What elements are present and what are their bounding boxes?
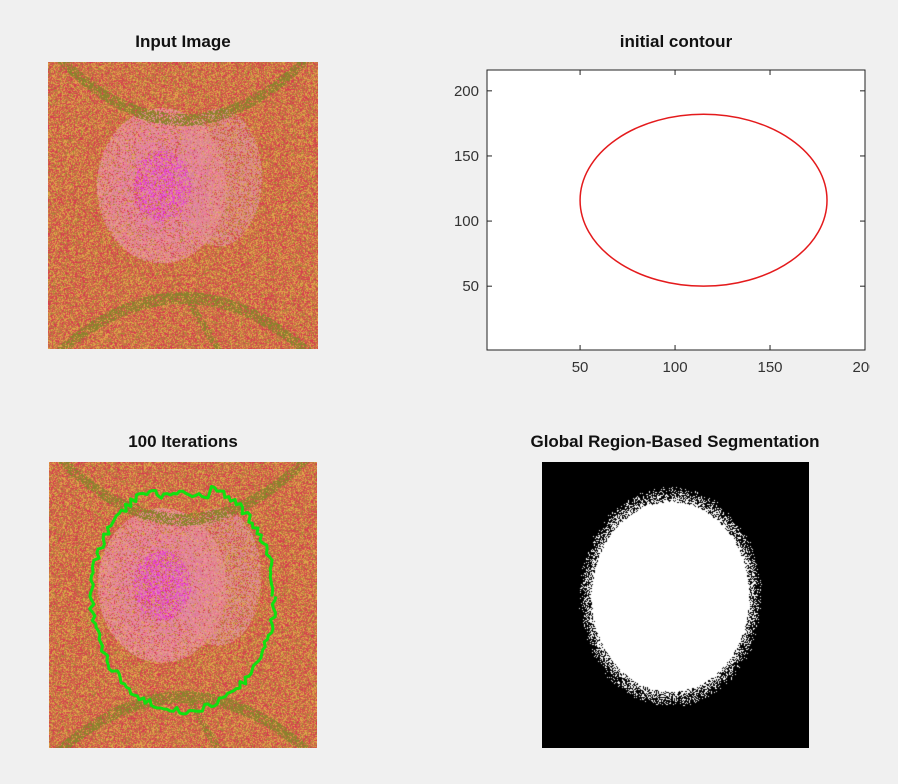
segmentation-contour-overlay [88,484,278,716]
initial-contour-title: initial contour [619,32,733,51]
y-tick-label: 200 [454,83,479,100]
initial-contour-curve [579,113,828,287]
iterations-title: 100 Iterations [128,432,238,451]
x-tick-label: 150 [758,359,783,376]
input-image-title: Input Image [135,32,231,51]
segmentation-title: Global Region-Based Segmentation [530,432,820,451]
x-tick-label: 100 [663,359,688,376]
segmentation-mask [542,462,809,748]
y-tick-label: 100 [454,213,479,230]
x-axis: 50 100 150 200 [572,70,870,376]
axes-frame [486,69,866,351]
y-tick-label: 150 [454,148,479,165]
input-image [48,62,318,349]
evolved-contour [88,484,278,716]
initial-contour-chart: 50 100 150 200 50 100 150 200 [454,69,870,376]
x-tick-label: 200 [852,359,870,376]
y-tick-label: 50 [462,278,479,295]
x-tick-label: 50 [572,359,589,376]
y-axis: 50 100 150 200 [454,83,865,295]
